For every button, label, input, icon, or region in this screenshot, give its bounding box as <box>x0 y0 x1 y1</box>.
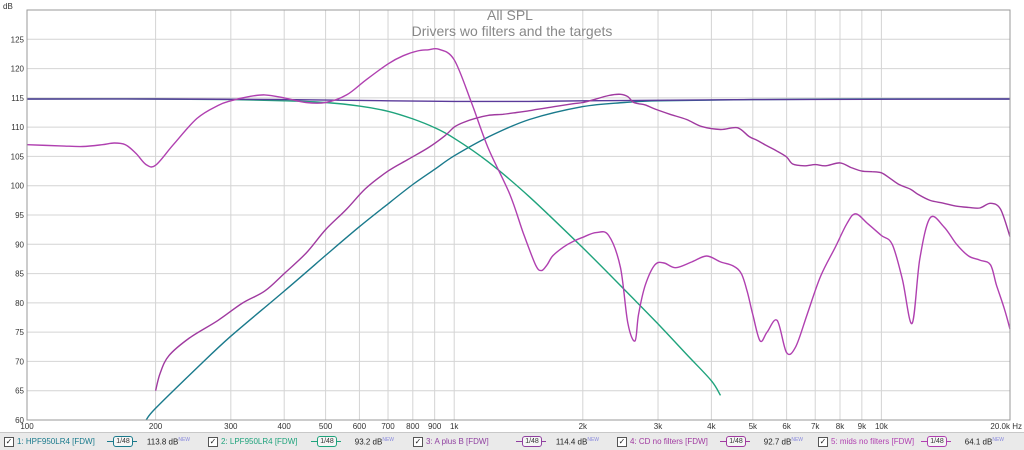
x-tick-label: 400 <box>278 422 292 431</box>
y-tick-label: 125 <box>11 35 25 44</box>
y-tick-label: 100 <box>11 182 25 191</box>
x-tick-label: 7k <box>811 422 820 431</box>
y-axis-label: dB <box>3 2 13 11</box>
x-tick-label: 1k <box>450 422 459 431</box>
legend-new-tag: NEW <box>178 437 190 443</box>
legend-new-tag: NEW <box>587 437 599 443</box>
smoothing-button[interactable]: 1/48 <box>927 436 947 447</box>
y-tick-label: 115 <box>11 94 24 103</box>
chart-title: All SPL <box>487 7 533 23</box>
x-tick-label: 2k <box>579 422 588 431</box>
x-tick-label: 3k <box>654 422 663 431</box>
series-line <box>26 98 1011 103</box>
legend-checkbox[interactable]: ✓ <box>208 437 218 447</box>
y-tick-label: 105 <box>11 152 25 161</box>
y-tick-label: 120 <box>11 65 25 74</box>
legend-new-tag: NEW <box>992 437 1004 443</box>
legend-value: 114.4 dBNEW <box>555 437 599 447</box>
legend-item[interactable]: ✓ 4: CD no filters [FDW] 1/48 92.7 dBNEW <box>617 436 817 448</box>
y-tick-label: 60 <box>15 416 24 425</box>
axis-ticks: 100 200 300 400 500 600 700 800 900 1k 2k 3k 4k 5k 6k 7… <box>11 35 1022 431</box>
legend-bar: ✓ 1: HPF950LR4 [FDW] 1/48 113.8 dBNEW ✓ 2: LP… <box>0 432 1024 450</box>
y-tick-label: 85 <box>15 270 24 279</box>
x-tick-label: 20.0k Hz <box>990 422 1022 431</box>
legend-item[interactable]: ✓ 3: A plus B [FDW] 1/48 114.4 dBNEW <box>413 436 613 448</box>
x-tick-label: 9k <box>858 422 867 431</box>
legend-checkbox[interactable]: ✓ <box>617 437 627 447</box>
smoothing-button[interactable]: 1/48 <box>317 436 337 447</box>
curves <box>26 47 1011 421</box>
legend-label: 2: LPF950LR4 [FDW] <box>221 437 298 446</box>
x-tick-label: 900 <box>428 422 442 431</box>
legend-item[interactable]: ✓ 1: HPF950LR4 [FDW] 1/48 113.8 dBNEW <box>4 436 204 448</box>
legend-item[interactable]: ✓ 5: mids no filters [FDW] 1/48 64.1 dBNEW <box>818 436 1018 448</box>
x-tick-label: 700 <box>381 422 395 431</box>
x-tick-label: 800 <box>406 422 420 431</box>
x-tick-label: 200 <box>149 422 163 431</box>
legend-item[interactable]: ✓ 2: LPF950LR4 [FDW] 1/48 93.2 dBNEW <box>208 436 408 448</box>
x-tick-label: 10k <box>875 422 889 431</box>
legend-value: 64.1 dBNEW <box>964 437 1004 447</box>
y-tick-label: 70 <box>15 357 24 366</box>
legend-checkbox[interactable]: ✓ <box>413 437 423 447</box>
chart-subtitle: Drivers wo filters and the targets <box>412 23 613 39</box>
x-tick-label: 5k <box>749 422 758 431</box>
series-line <box>154 93 1011 391</box>
x-tick-label: 100 <box>20 422 34 431</box>
grid <box>26 10 1011 421</box>
legend-checkbox[interactable]: ✓ <box>818 437 828 447</box>
y-tick-label: 65 <box>15 387 24 396</box>
x-tick-label: 4k <box>707 422 716 431</box>
legend-new-tag: NEW <box>791 437 803 443</box>
y-tick-label: 90 <box>15 240 24 249</box>
x-tick-label: 600 <box>353 422 367 431</box>
legend-value: 113.8 dBNEW <box>146 437 190 447</box>
x-tick-label: 6k <box>782 422 791 431</box>
y-tick-label: 80 <box>15 299 24 308</box>
x-tick-label: 300 <box>224 422 238 431</box>
series-line <box>26 47 1011 356</box>
legend-value: 92.7 dBNEW <box>763 437 803 447</box>
smoothing-button[interactable]: 1/48 <box>522 436 542 447</box>
smoothing-button[interactable]: 1/48 <box>113 436 133 447</box>
legend-label: 1: HPF950LR4 [FDW] <box>17 437 95 446</box>
spl-chart[interactable]: 100 200 300 400 500 600 700 800 900 1k 2k 3k 4k 5k 6k 7… <box>0 0 1024 432</box>
plot-frame <box>26 9 1011 421</box>
legend-checkbox[interactable]: ✓ <box>4 437 14 447</box>
smoothing-button[interactable]: 1/48 <box>726 436 746 447</box>
legend-label: 4: CD no filters [FDW] <box>630 437 708 446</box>
legend-label: 3: A plus B [FDW] <box>426 437 489 446</box>
x-tick-label: 8k <box>836 422 845 431</box>
legend-value: 93.2 dBNEW <box>354 437 394 447</box>
y-tick-label: 95 <box>15 211 24 220</box>
legend-new-tag: NEW <box>382 437 394 443</box>
legend-label: 5: mids no filters [FDW] <box>831 437 915 446</box>
x-tick-label: 500 <box>319 422 333 431</box>
y-tick-label: 75 <box>15 328 24 337</box>
y-tick-label: 110 <box>11 123 24 132</box>
